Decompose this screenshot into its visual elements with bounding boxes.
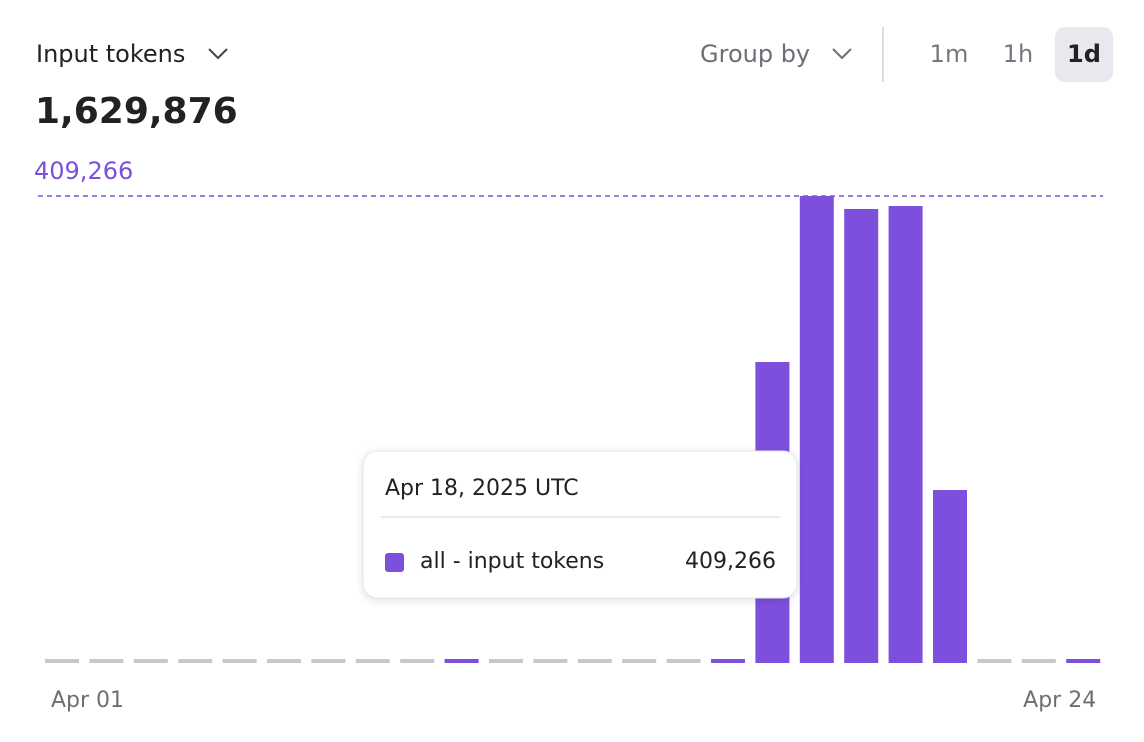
bar: [933, 490, 967, 663]
bar: [577, 659, 612, 663]
tooltip-title: Apr 18, 2025 UTC: [385, 476, 579, 501]
bar: [222, 659, 257, 663]
bar: [888, 206, 923, 663]
bar: [711, 659, 745, 663]
group-by-dropdown[interactable]: Group by: [700, 40, 852, 68]
bar: [133, 659, 168, 663]
x-tick-label: Apr 24: [1023, 688, 1096, 713]
bar: [666, 659, 701, 663]
metric-dropdown[interactable]: Input tokens: [36, 40, 228, 68]
bar: [1066, 659, 1101, 663]
interval-button[interactable]: 1d: [1055, 27, 1113, 82]
bar: [1021, 659, 1056, 663]
bar: [178, 659, 213, 663]
tooltip-value: 409,266: [685, 549, 776, 574]
interval-label: 1m: [930, 40, 969, 68]
bar: [844, 208, 879, 664]
legend-swatch: [385, 553, 404, 572]
bar: [45, 659, 79, 663]
interval-label: 1d: [1067, 40, 1101, 68]
tooltip: Apr 18, 2025 UTC all - input tokens 409,26…: [362, 450, 798, 599]
max-label: 409,266: [34, 157, 133, 185]
group-by-label: Group by: [700, 40, 810, 68]
bar: [89, 659, 124, 663]
chevron: [208, 48, 228, 60]
chevron: [832, 48, 852, 60]
bar: [489, 659, 523, 663]
tooltip-series: all - input tokens: [420, 549, 604, 574]
bar: [977, 659, 1012, 663]
interval-label: 1h: [1003, 40, 1033, 68]
bar: [355, 659, 390, 663]
bar: [267, 659, 301, 663]
interval-button[interactable]: 1h: [1003, 40, 1033, 68]
x-tick-label: Apr 01: [51, 688, 124, 713]
tooltip-box: [362, 450, 798, 599]
bar: [400, 659, 435, 663]
bar: [311, 659, 346, 663]
button-bg: [1055, 27, 1113, 82]
bar: [799, 196, 834, 663]
bar: [444, 659, 479, 663]
metric-label: Input tokens: [36, 40, 185, 68]
bar: [622, 659, 657, 663]
bar: [533, 659, 568, 663]
interval-button[interactable]: 1m: [930, 40, 969, 68]
total: 1,629,876: [35, 91, 238, 132]
